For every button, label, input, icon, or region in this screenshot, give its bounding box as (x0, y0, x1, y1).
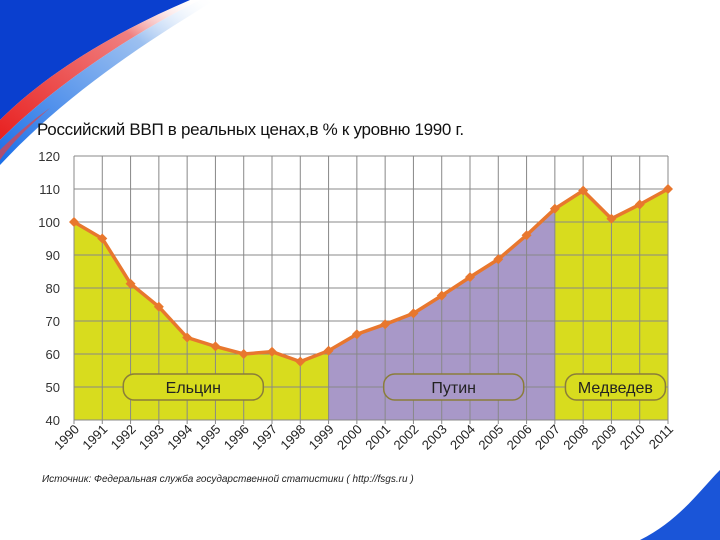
x-tick-label: 2011 (646, 422, 676, 452)
data-point (97, 233, 108, 244)
data-point (521, 230, 532, 241)
x-tick-label: 1991 (79, 422, 110, 453)
x-tick-label: 2002 (390, 422, 421, 453)
period-pill-0 (122, 373, 265, 401)
x-tick-label: 2005 (475, 422, 506, 453)
x-tick-label: 2004 (447, 422, 478, 453)
x-tick-label: 2001 (362, 422, 393, 453)
x-tick-label: 1999 (306, 422, 337, 453)
period-label-2: Медведев (578, 380, 653, 397)
data-point (69, 217, 79, 227)
x-tick-label: 1996 (221, 422, 252, 453)
data-point (295, 356, 306, 367)
chart-title: Российский ВВП в реальных ценах,в % к ур… (37, 120, 464, 139)
y-tick-label: 40 (46, 413, 60, 428)
data-point (182, 332, 193, 343)
y-tick-label: 80 (46, 281, 60, 296)
source-note: Источник: Федеральная служба государстве… (42, 474, 414, 485)
data-point (408, 308, 419, 319)
data-point (238, 349, 249, 359)
data-point (578, 185, 589, 196)
x-tick-label: 1997 (249, 422, 280, 453)
y-tick-label: 50 (46, 380, 60, 395)
data-point (323, 345, 334, 356)
data-point (549, 203, 560, 214)
x-tick-label: 2010 (617, 422, 648, 453)
data-point (125, 278, 136, 289)
x-tick-label: 2003 (419, 422, 450, 453)
x-tick-label: 1993 (136, 422, 167, 453)
x-tick-label: 2008 (560, 422, 591, 453)
data-point (210, 341, 221, 352)
y-tick-label: 70 (46, 314, 60, 329)
y-tick-label: 110 (39, 182, 60, 197)
x-tick-label: 1995 (192, 422, 223, 453)
x-tick-label: 1992 (108, 422, 139, 453)
x-tick-label: 2007 (532, 422, 563, 453)
x-tick-label: 1994 (164, 422, 195, 453)
period-label-1: Путин (431, 380, 476, 397)
data-point (153, 301, 164, 312)
data-point (380, 319, 391, 330)
period-label-0: Ельцин (166, 380, 221, 397)
data-point (267, 346, 277, 357)
data-point (465, 272, 475, 283)
y-tick-label: 90 (46, 248, 60, 263)
data-point (493, 254, 504, 265)
data-point (663, 184, 673, 194)
x-tick-label: 2000 (334, 422, 365, 453)
y-tick-label: 100 (38, 215, 60, 230)
x-tick-label: 2006 (504, 422, 535, 453)
y-tick-label: 120 (38, 149, 60, 164)
x-tick-label: 1998 (277, 422, 308, 453)
data-point (436, 290, 447, 301)
gdp-line (73, 187, 669, 364)
period-area-0 (74, 222, 329, 420)
data-point (351, 329, 362, 340)
y-tick-label: 60 (46, 347, 60, 362)
x-tick-label: 2009 (588, 422, 619, 453)
data-point (606, 213, 617, 224)
period-pill-2 (564, 373, 667, 401)
data-point (634, 199, 645, 210)
period-pill-1 (382, 373, 525, 401)
